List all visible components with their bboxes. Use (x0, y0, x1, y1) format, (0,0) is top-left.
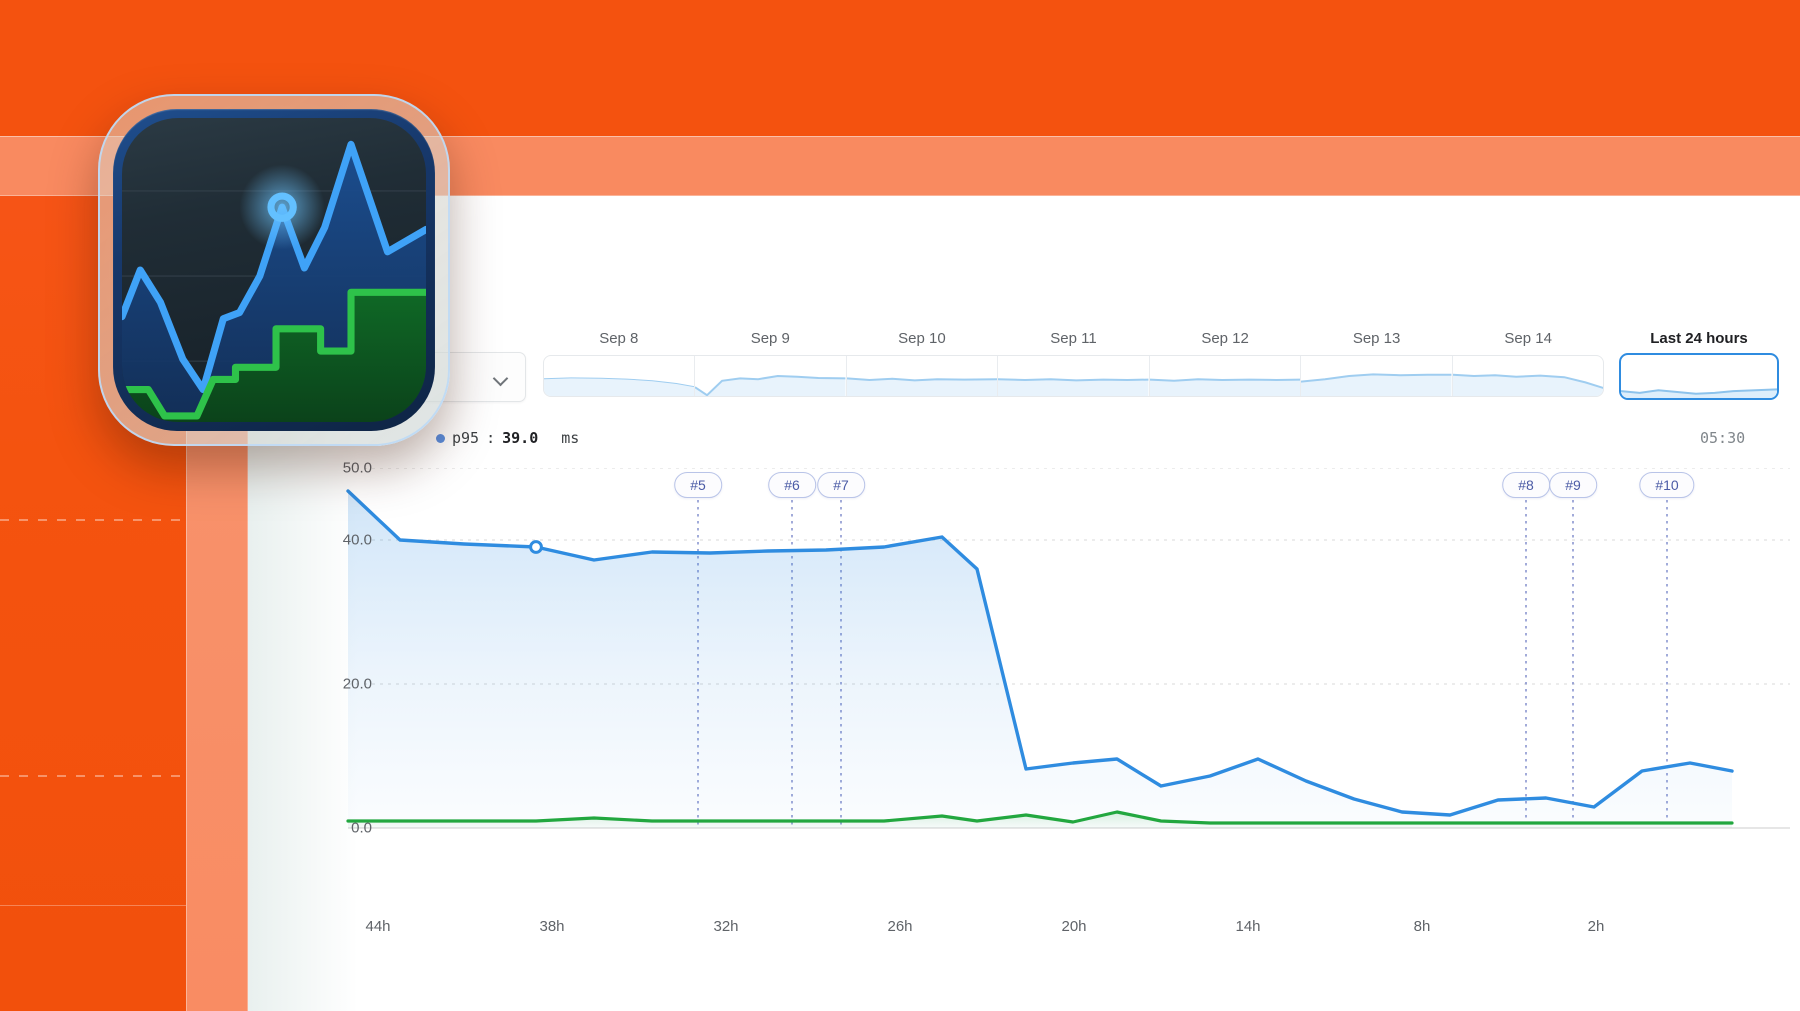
y-axis-tick: 40.0 (342, 531, 372, 549)
timeline-label-sep11: Sep 11 (1050, 330, 1097, 347)
icon-outer-ring (98, 94, 450, 446)
y-axis-tick: 50.0 (343, 460, 372, 477)
last-24-hours-selector[interactable] (1619, 353, 1779, 400)
annotation-badge-6[interactable]: #6 (768, 472, 816, 498)
chart-legend: p95:39.0 ms (436, 429, 579, 447)
x-axis-tick: 26h (887, 918, 913, 935)
timeline-day-cell[interactable] (695, 356, 847, 396)
analytics-app-icon[interactable] (56, 52, 492, 488)
sparkline (1621, 389, 1777, 393)
sparkline (847, 378, 997, 380)
icon-screen (122, 118, 426, 422)
x-axis-tick: 8h (1413, 918, 1431, 935)
timeline-label-sep8: Sep 8 (599, 330, 639, 347)
timeline-day-cell[interactable] (1301, 356, 1453, 396)
x-axis-tick: 38h (539, 918, 565, 935)
legend-series-name: p95 (452, 429, 479, 447)
annotation-badge-10[interactable]: #10 (1639, 472, 1695, 498)
chevron-down-icon (494, 373, 509, 382)
annotation-badge-9[interactable]: #9 (1549, 472, 1597, 498)
chart-hover-marker (529, 540, 543, 554)
annotation-badge-5[interactable]: #5 (674, 472, 722, 498)
timeline-day-cell[interactable] (998, 356, 1150, 396)
x-axis-tick: 20h (1061, 918, 1087, 935)
y-axis-tick: 20.0 (342, 675, 372, 693)
sparkline (1301, 374, 1451, 381)
icon-chart-art (122, 140, 426, 422)
timeline-label-sep13: Sep 13 (1352, 330, 1401, 347)
timeline-label-sep14: Sep 14 (1504, 330, 1552, 347)
annotation-badge-7[interactable]: #7 (817, 472, 865, 498)
x-axis-tick: 44h (365, 918, 391, 935)
y-axis-tick: 0.0 (351, 819, 372, 837)
legend-value: 39.0 (502, 429, 539, 447)
sparkline (1453, 375, 1603, 388)
annotation-badge-8[interactable]: #8 (1502, 472, 1550, 498)
status-clock: 05:30 (1700, 429, 1746, 447)
timeline-day-cell[interactable] (1452, 356, 1603, 396)
timeline-day-labels: Sep 8 Sep 9 Sep 10 Sep 11 Sep 12 Sep 13 … (543, 330, 1604, 350)
annotation-badges: #5 #6 #7 #8 #9 #10 (290, 472, 1790, 502)
timeline-day-cell[interactable] (846, 356, 999, 396)
legend-dot-icon (436, 433, 445, 443)
x-axis-tick: 14h (1235, 918, 1261, 935)
series-p50-line (346, 810, 1734, 825)
latency-chart[interactable]: 50.0 40.0 20.0 0.0 44h 38h 32h 26h 20h 1… (290, 460, 1790, 938)
series-p95-line (346, 489, 1734, 817)
timeline-day-cell[interactable] (544, 356, 696, 396)
x-axis-tick: 2h (1587, 918, 1605, 935)
legend-unit: ms (561, 429, 580, 447)
timeline-label-sep10: Sep 10 (898, 330, 946, 347)
sparkline (695, 376, 845, 395)
chart-canvas (346, 468, 1790, 829)
x-axis-tick: 32h (713, 918, 739, 935)
sparkline (998, 379, 1148, 380)
timeline-label-sep12: Sep 12 (1201, 330, 1249, 347)
sparkline (1150, 379, 1300, 381)
series-p95-area (348, 491, 1732, 828)
legend-separator: : (486, 429, 496, 447)
last-24-hours-label: Last 24 hours (1650, 330, 1748, 347)
timeline-label-sep9: Sep 9 (750, 330, 790, 347)
timeline-day-strip[interactable] (543, 355, 1604, 397)
timeline-day-cell[interactable] (1149, 356, 1302, 396)
icon-hover-point (267, 192, 297, 222)
icon-body (113, 109, 435, 431)
